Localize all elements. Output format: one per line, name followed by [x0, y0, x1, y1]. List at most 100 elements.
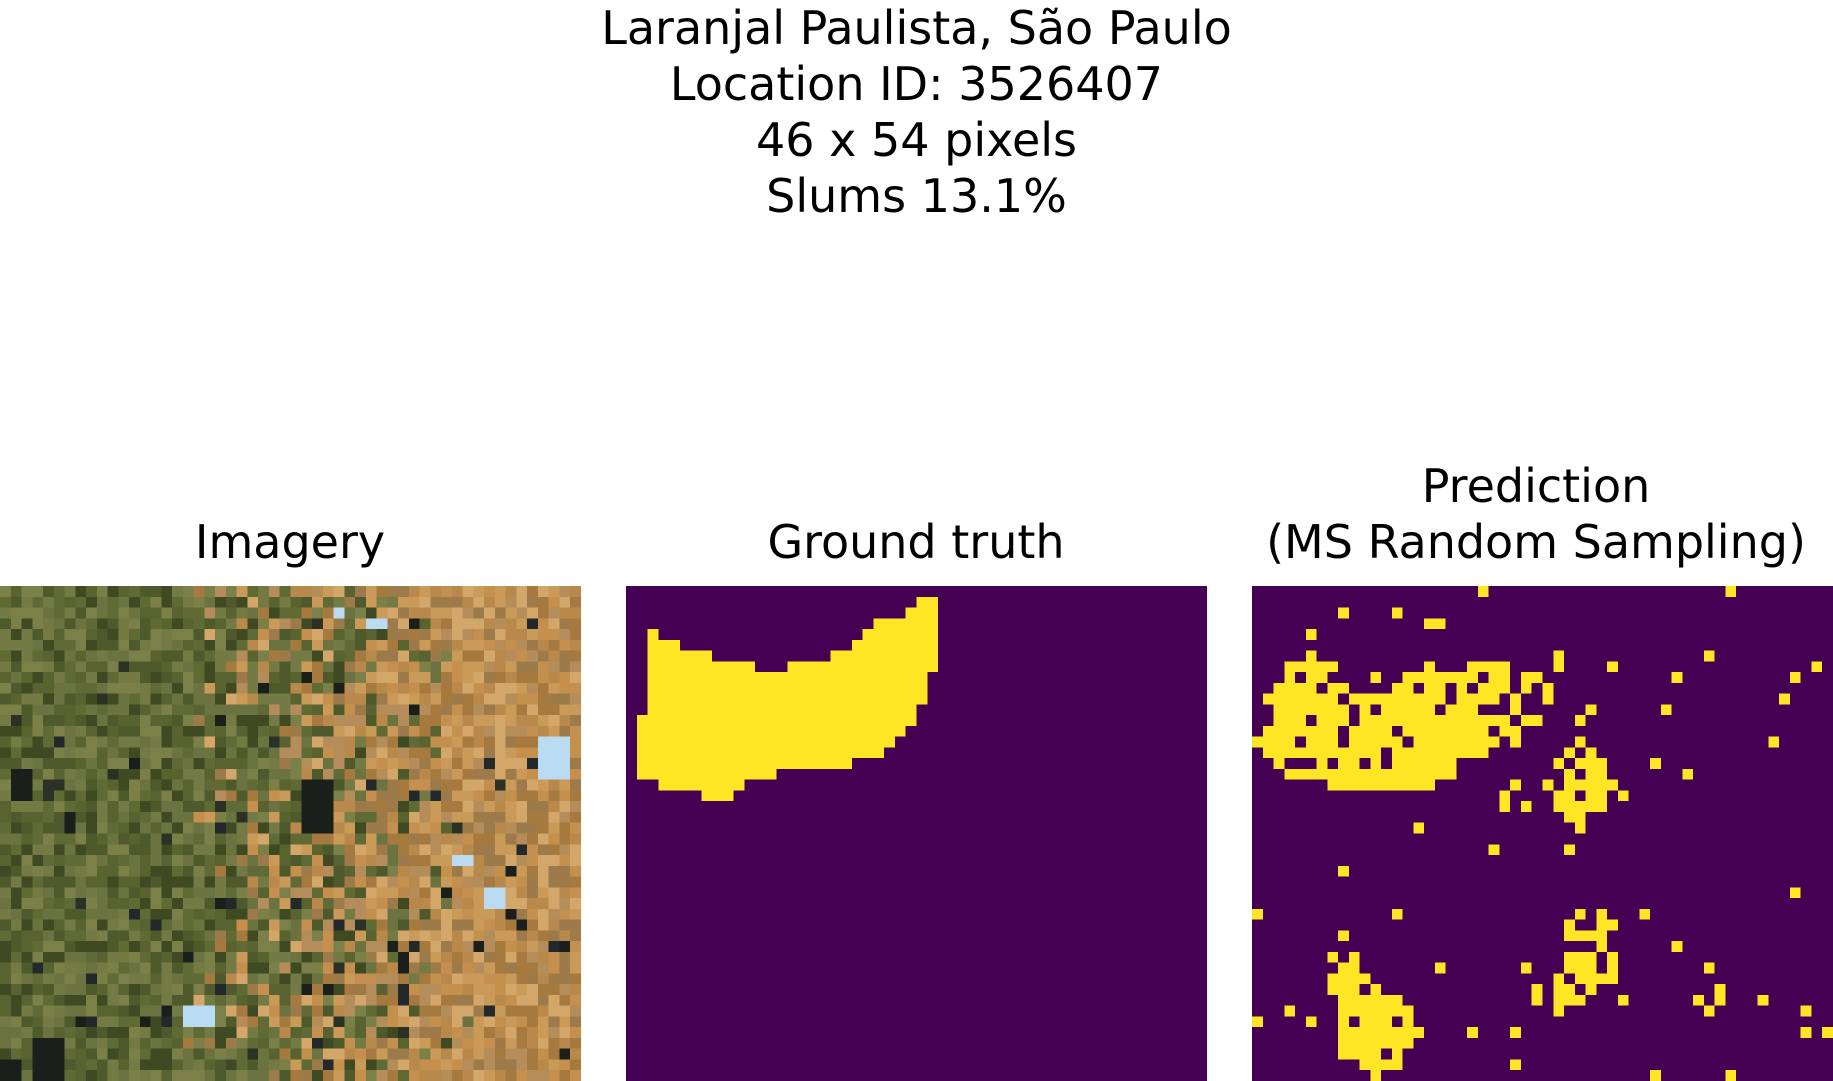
image-pixel	[215, 1016, 226, 1028]
image-pixel	[0, 725, 11, 737]
image-pixel	[21, 811, 33, 823]
image-pixel	[247, 650, 259, 662]
image-pixel	[182, 898, 194, 909]
image-pixel	[118, 876, 130, 888]
image-pixel	[527, 1048, 538, 1060]
slum-pixel	[1574, 973, 1586, 985]
image-pixel	[86, 973, 97, 985]
image-pixel	[86, 919, 97, 931]
image-pixel	[182, 607, 194, 619]
image-pixel	[225, 736, 237, 748]
image-pixel	[484, 1016, 495, 1028]
image-pixel	[301, 682, 313, 694]
image-pixel	[182, 758, 194, 769]
image-pixel	[279, 1005, 291, 1017]
image-pixel	[548, 650, 560, 662]
image-pixel	[462, 801, 474, 812]
slum-pixel	[1316, 736, 1328, 748]
image-pixel	[430, 962, 442, 974]
image-pixel	[451, 1005, 463, 1017]
image-pixel	[527, 865, 538, 877]
image-pixel	[107, 715, 119, 726]
image-pixel	[484, 822, 495, 834]
image-pixel	[548, 596, 560, 608]
image-pixel	[204, 639, 216, 651]
image-pixel	[107, 865, 119, 877]
image-pixel	[344, 1070, 356, 1081]
image-pixel	[172, 1037, 183, 1049]
image-pixel	[172, 693, 183, 705]
slum-pixel	[1553, 650, 1565, 662]
image-pixel	[150, 822, 162, 834]
image-pixel	[516, 1070, 528, 1081]
image-pixel	[10, 586, 22, 597]
image-pixel	[268, 1016, 280, 1028]
image-pixel	[537, 704, 549, 716]
image-pixel	[64, 951, 76, 963]
image-pixel	[537, 994, 549, 1006]
water-patch	[365, 618, 388, 630]
image-pixel	[333, 876, 345, 888]
image-pixel	[129, 1005, 140, 1017]
image-pixel	[86, 725, 97, 737]
image-pixel	[451, 1048, 463, 1060]
image-pixel	[484, 639, 495, 651]
slum-pixel	[1564, 994, 1575, 1006]
image-pixel	[516, 962, 528, 974]
image-pixel	[398, 887, 409, 899]
image-pixel	[387, 747, 399, 759]
image-pixel	[408, 1059, 420, 1071]
image-pixel	[505, 908, 517, 920]
image-pixel	[118, 715, 130, 726]
image-pixel	[21, 994, 33, 1006]
image-pixel	[0, 876, 11, 888]
image-pixel	[193, 747, 205, 759]
slum-pixel	[1445, 768, 1457, 780]
image-pixel	[96, 941, 108, 952]
image-pixel	[53, 930, 65, 942]
image-pixel	[32, 661, 44, 673]
image-pixel	[96, 876, 108, 888]
image-pixel	[32, 822, 44, 834]
image-pixel	[365, 639, 377, 651]
image-pixel	[118, 586, 130, 597]
image-pixel	[118, 1037, 130, 1049]
slum-pixel	[1348, 1048, 1360, 1060]
image-pixel	[570, 973, 581, 985]
image-pixel	[516, 844, 528, 856]
image-pixel	[279, 693, 291, 705]
shadow-patch	[10, 768, 33, 802]
slum-pixel	[1359, 1048, 1371, 1060]
slum-region	[787, 661, 939, 673]
image-pixel	[279, 639, 291, 651]
water-patch	[484, 887, 506, 909]
image-pixel	[430, 758, 442, 769]
image-pixel	[312, 1005, 323, 1017]
image-pixel	[387, 736, 399, 748]
image-pixel	[268, 973, 280, 985]
image-pixel	[408, 855, 420, 866]
image-pixel	[344, 693, 356, 705]
image-pixel	[505, 898, 517, 909]
image-pixel	[376, 607, 388, 619]
image-pixel	[32, 586, 44, 597]
image-pixel	[118, 1048, 130, 1060]
image-pixel	[408, 607, 420, 619]
image-pixel	[387, 876, 399, 888]
image-pixel	[43, 758, 54, 769]
image-pixel	[182, 919, 194, 931]
image-pixel	[182, 887, 194, 899]
image-pixel	[398, 855, 409, 866]
slum-pixel	[1262, 725, 1274, 737]
image-pixel	[107, 650, 119, 662]
image-pixel	[301, 725, 313, 737]
image-pixel	[344, 811, 356, 823]
image-pixel	[527, 811, 538, 823]
image-pixel	[75, 822, 87, 834]
image-pixel	[516, 876, 528, 888]
ground-truth-panel-title: Ground truth	[767, 515, 1065, 569]
image-pixel	[43, 747, 54, 759]
slum-pixel	[1273, 747, 1285, 759]
image-pixel	[344, 639, 356, 651]
image-pixel	[75, 650, 87, 662]
